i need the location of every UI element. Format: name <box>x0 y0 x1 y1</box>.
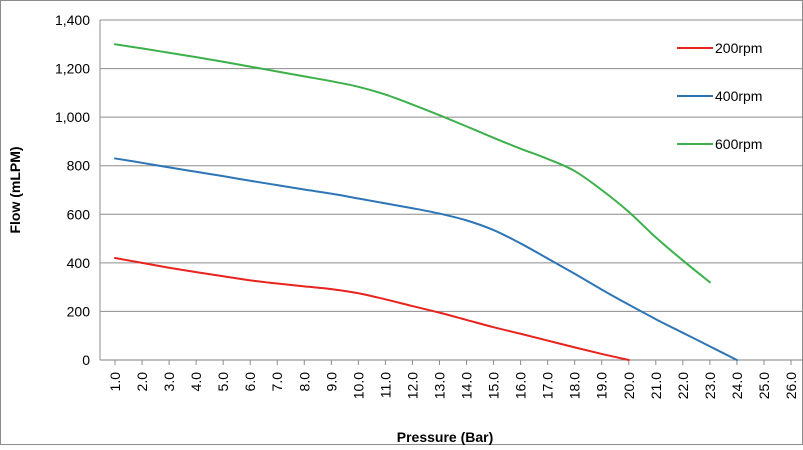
x-tick-label: 3.0 <box>161 372 177 392</box>
x-tick-label: 7.0 <box>269 372 285 392</box>
axes: 0 200 400 600 800 1,000 1,200 1,400 1.0 2.0 3.0 4.0… <box>55 12 799 399</box>
x-tick-label: 16.0 <box>513 372 529 399</box>
legend: 200rpm 400rpm 600rpm <box>677 40 762 152</box>
x-tick-label: 22.0 <box>675 372 691 399</box>
series-line-600rpm <box>114 43 711 284</box>
x-tick-label: 12.0 <box>404 372 420 399</box>
series-lines <box>114 43 738 361</box>
y-tick-label: 0 <box>82 352 90 368</box>
x-tick-label: 9.0 <box>323 372 339 392</box>
x-tick-label: 14.0 <box>459 372 475 399</box>
y-tick-label: 600 <box>67 206 91 222</box>
legend-label-600rpm: 600rpm <box>715 136 762 152</box>
y-tick-label: 400 <box>67 255 91 271</box>
grid <box>100 19 803 361</box>
y-tick-label: 1,400 <box>55 12 90 28</box>
y-tick-label: 200 <box>67 303 91 319</box>
x-tick-label: 26.0 <box>783 372 799 399</box>
x-tick-label: 18.0 <box>567 372 583 399</box>
x-tick-label: 23.0 <box>702 372 718 399</box>
x-tick-label: 21.0 <box>648 372 664 399</box>
x-tick-label: 8.0 <box>296 372 312 392</box>
series-line-200rpm <box>114 257 630 361</box>
x-tick-label: 25.0 <box>756 372 772 399</box>
y-tick-label: 1,200 <box>55 61 90 77</box>
x-tick-label: 20.0 <box>621 372 637 399</box>
x-tick-label: 5.0 <box>215 372 231 392</box>
y-axis-title: Flow (mLPM) <box>7 146 23 233</box>
y-tick-label: 800 <box>67 158 91 174</box>
x-tick-label: 15.0 <box>486 372 502 399</box>
series-line-400rpm <box>114 157 738 361</box>
x-tick-label: 24.0 <box>729 372 745 399</box>
x-tick-label: 17.0 <box>540 372 556 399</box>
x-tick-label: 10.0 <box>350 372 366 399</box>
x-tick-label: 11.0 <box>377 372 393 398</box>
y-tick-label: 1,000 <box>55 109 90 125</box>
legend-label-200rpm: 200rpm <box>715 40 762 56</box>
x-tick-label: 2.0 <box>134 372 150 392</box>
x-tick-label: 1.0 <box>107 372 123 392</box>
x-tick-label: 19.0 <box>594 372 610 399</box>
legend-label-400rpm: 400rpm <box>715 88 762 104</box>
x-axis-title: Pressure (Bar) <box>397 429 494 445</box>
x-tick-label: 4.0 <box>188 372 204 392</box>
x-tick-label: 13.0 <box>431 372 447 399</box>
x-tick-label: 6.0 <box>242 372 258 392</box>
